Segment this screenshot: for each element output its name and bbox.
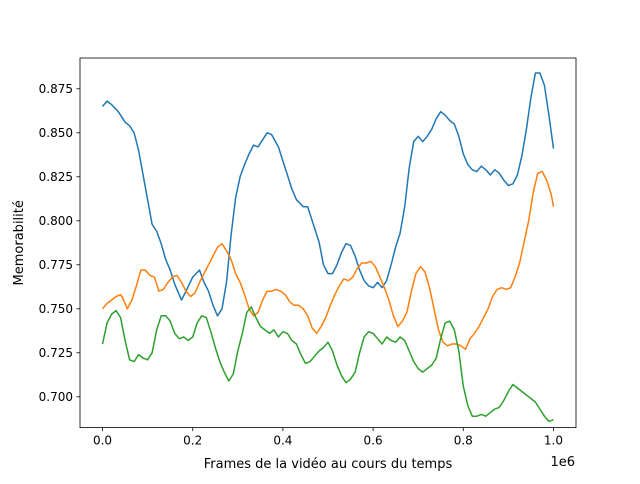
series-line-2 <box>101 170 555 351</box>
y-tick-label: 0.725 <box>39 346 73 360</box>
series-line-3 <box>101 306 554 423</box>
y-tick-label: 0.825 <box>39 170 73 184</box>
x-tick-label: 0.0 <box>93 434 112 448</box>
y-axis-label: Memorabilité <box>12 200 27 285</box>
series-line-1 <box>101 72 555 317</box>
y-tick-label: 0.875 <box>39 82 73 96</box>
y-axis-ticks: 0.700 0.725 0.750 0.775 0.800 0.825 0.850 0.875 <box>39 82 80 404</box>
x-tick-label: 0.6 <box>364 434 383 448</box>
x-axis-offset-label: 1e6 <box>550 455 575 470</box>
plot-frame <box>79 57 577 429</box>
x-tick-label: 1.0 <box>544 434 563 448</box>
x-tick-label: 0.8 <box>454 434 473 448</box>
y-tick-label: 0.750 <box>39 302 73 316</box>
y-tick-label: 0.700 <box>39 390 73 404</box>
x-axis-label: Frames de la vidéo au cours du temps <box>204 457 453 472</box>
x-tick-label: 0.4 <box>273 434 292 448</box>
x-tick-label: 0.2 <box>183 434 202 448</box>
y-tick-label: 0.850 <box>39 126 73 140</box>
series-layer <box>101 72 555 423</box>
x-axis-ticks: 0.0 0.2 0.4 0.6 0.8 1.0 <box>93 427 563 448</box>
y-tick-label: 0.775 <box>39 258 73 272</box>
y-tick-label: 0.800 <box>39 214 73 228</box>
